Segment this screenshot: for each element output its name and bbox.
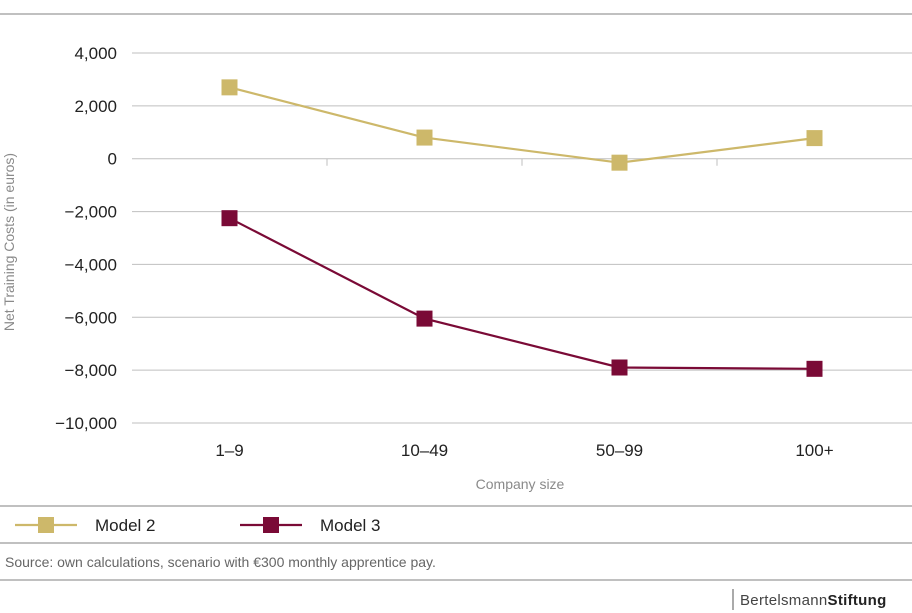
x-tick-label: 50–99 — [596, 441, 643, 460]
data-point — [611, 154, 628, 171]
x-tick-label: 1–9 — [215, 441, 243, 460]
brand-logo: BertelsmannStiftung — [740, 592, 887, 609]
x-tick-label: 100+ — [795, 441, 833, 460]
legend-marker — [38, 517, 54, 533]
x-axis-title: Company size — [476, 476, 565, 492]
y-tick-label: 4,000 — [74, 44, 117, 63]
grid — [132, 52, 912, 424]
legend-marker — [263, 517, 279, 533]
x-tick-labels: 1–9 10–49 50–99 100+ — [215, 441, 833, 460]
data-point — [416, 310, 433, 327]
data-point — [416, 129, 433, 146]
legend-label: Model 3 — [320, 516, 380, 535]
y-tick-label: 2,000 — [74, 97, 117, 116]
source-note: Source: own calculations, scenario with … — [5, 554, 436, 570]
y-tick-label: −8,000 — [65, 361, 117, 380]
y-tick-label: −4,000 — [65, 255, 117, 274]
y-tick-label: −6,000 — [65, 308, 117, 327]
y-tick-label: 0 — [108, 150, 117, 169]
y-tick-label: −2,000 — [65, 203, 117, 222]
x-tick-label: 10–49 — [401, 441, 448, 460]
data-point — [221, 79, 238, 96]
y-axis-title: Net Training Costs (in euros) — [1, 153, 17, 331]
legend: Model 2 Model 3 — [15, 516, 380, 535]
brand-part-1: Bertelsmann — [740, 592, 828, 609]
data-point — [806, 130, 823, 147]
y-tick-labels: 4,000 2,000 0 −2,000 −4,000 −6,000 −8,000 −10,0… — [55, 44, 117, 433]
data-point — [611, 359, 628, 376]
series-line — [228, 217, 815, 370]
y-tick-label: −10,000 — [55, 414, 117, 433]
series-line — [229, 86, 815, 164]
brand-part-2: Stiftung — [828, 592, 887, 609]
data-point — [806, 360, 823, 377]
data-point — [221, 210, 238, 227]
series-layer — [221, 79, 823, 377]
legend-label: Model 2 — [95, 516, 155, 535]
